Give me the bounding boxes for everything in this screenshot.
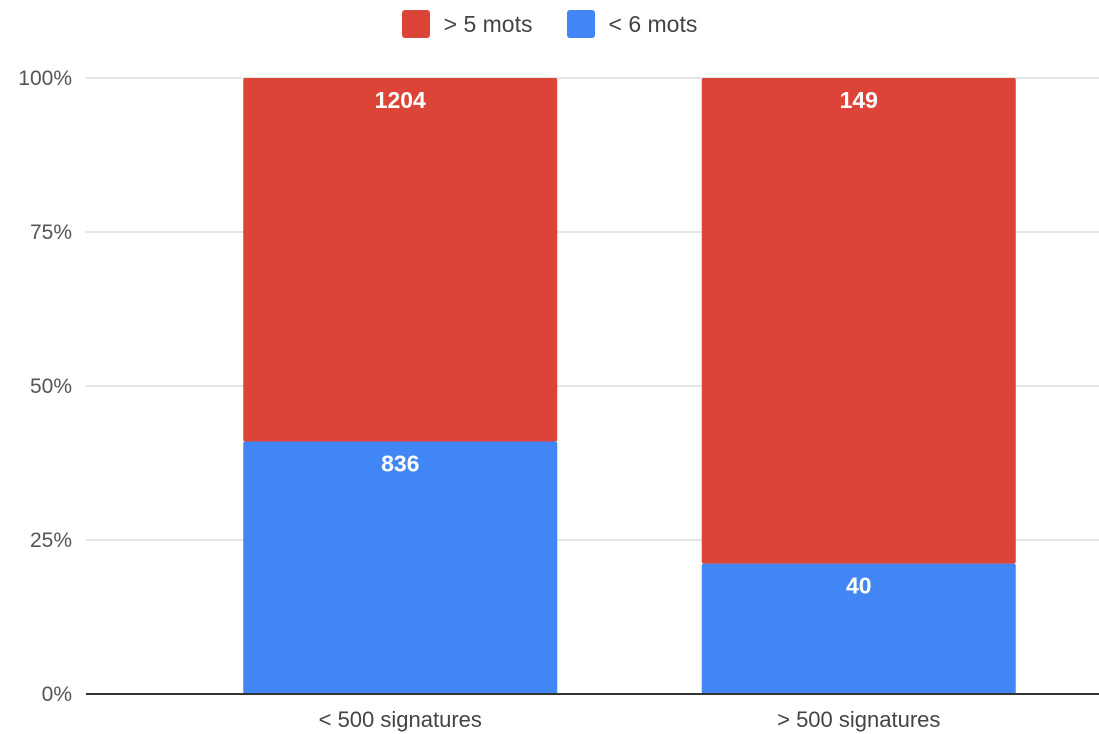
y-tick-label: 75% [30,221,72,244]
legend-item: > 5 mots [401,10,533,38]
chart-legend: > 5 mots < 6 mots [0,10,1099,38]
bar-segment [243,441,558,694]
legend-item: < 6 mots [566,10,698,38]
data-label: 149 [840,87,878,113]
legend-swatch [566,10,595,38]
bar-segment [701,78,1016,564]
y-tick-label: 100% [18,67,72,90]
y-tick-label: 25% [30,529,72,552]
x-tick-label: > 500 signatures [777,707,940,732]
data-label: 836 [381,451,419,477]
y-tick-label: 0% [42,683,72,706]
bar-segment [243,78,558,442]
legend-swatch [401,10,430,38]
y-tick-label: 50% [30,375,72,398]
data-label: 1204 [375,87,426,113]
legend-label: > 5 mots [443,10,533,37]
bar-segment [701,563,1016,694]
x-tick-label: < 500 signatures [319,707,482,732]
data-label: 40 [846,573,872,599]
legend-label: < 6 mots [608,10,698,37]
